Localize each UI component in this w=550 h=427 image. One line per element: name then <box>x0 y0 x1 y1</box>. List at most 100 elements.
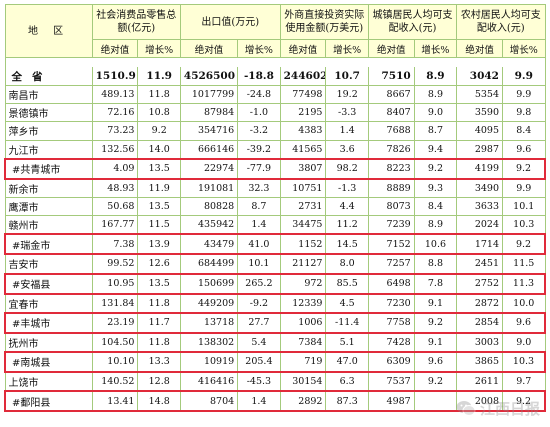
cell-value: 43479 <box>179 233 239 256</box>
cell-value: 449209 <box>179 292 239 314</box>
highlighted-table-row: #安福县 10.95 13.5 150699 265.2 972 85.5 6498 7.8 27… <box>3 272 546 295</box>
cell-value: 1714 <box>456 233 503 256</box>
cell-value: 11.3 <box>502 272 546 295</box>
table-row: 上饶市 140.52 12.8 416416 -45.3 30154 6.3 7537 9.2 2… <box>4 371 546 392</box>
cell-value: 4.4 <box>325 196 369 217</box>
cell-value: 684499 <box>179 253 239 275</box>
cell-value: 2872 <box>456 292 503 314</box>
cell-value: 9.6 <box>502 139 546 160</box>
cell-value: 205.4 <box>237 350 281 373</box>
cell-value: 9.2 <box>137 121 181 141</box>
cell-value: 11.2 <box>325 215 369 235</box>
region-name: #南城县 <box>3 350 93 373</box>
cell-value: 2752 <box>456 272 503 295</box>
cell-value: 87.3 <box>325 390 369 413</box>
cell-value: 50.68 <box>91 196 139 217</box>
cell-value: 11.5 <box>502 253 546 275</box>
cell-value: 7230 <box>367 292 415 314</box>
cell-value: 2892 <box>279 390 327 413</box>
table-row: 景德镇市 72.16 10.8 87984 -1.0 2195 -3.3 8407 9.0 359… <box>4 103 546 123</box>
cell-value: 47.0 <box>325 350 369 373</box>
group-header-retail: 社会消费品零售总额(亿元) <box>91 4 181 40</box>
cell-value: -18.8 <box>237 67 281 86</box>
cell-value: 14.0 <box>137 139 181 160</box>
cell-value: 9.1 <box>413 332 458 353</box>
spacer-row <box>4 57 546 67</box>
cell-value: 10919 <box>179 350 239 373</box>
cell-value: 13.5 <box>137 157 181 180</box>
cell-value: 489.13 <box>91 84 139 105</box>
cell-value: 11.8 <box>137 332 181 353</box>
cell-value: 8889 <box>367 178 415 198</box>
cell-value: 8.8 <box>413 253 458 275</box>
cell-value: 30154 <box>279 371 327 392</box>
table-row: 抚州市 104.50 11.8 138302 5.4 7384 5.1 7428 9.1 3003… <box>4 332 546 353</box>
group-header-urban-income: 城镇居民人均可支配收入(元) <box>367 4 458 40</box>
subheader-absolute: 绝对值 <box>91 39 139 58</box>
cell-value: 8.7 <box>413 121 458 141</box>
cell-value: 3042 <box>456 67 503 86</box>
cell-value: 9.9 <box>502 178 546 198</box>
cell-value: 2611 <box>456 371 503 392</box>
highlighted-table-row: #南城县 10.10 13.3 10919 205.4 719 47.0 6309 9.6 386… <box>3 350 546 373</box>
cell-value: 4.09 <box>91 157 139 180</box>
cell-value: 8704 <box>179 390 239 413</box>
cell-value: 13.41 <box>91 390 139 413</box>
cell-value: 9.7 <box>502 371 546 392</box>
cell-value: 3003 <box>456 332 503 353</box>
cell-value: 2451 <box>456 253 503 275</box>
region-name: #丰城市 <box>3 311 93 334</box>
cell-value: 244602 <box>279 67 327 86</box>
cell-value: 85.5 <box>325 272 369 295</box>
cell-value: 2008 <box>456 390 503 413</box>
cell-value: 2854 <box>456 311 503 334</box>
cell-value: 10.0 <box>502 292 546 314</box>
cell-value: 4526500 <box>179 67 239 86</box>
cell-value: -45.3 <box>237 371 281 392</box>
cell-value: 167.77 <box>91 215 139 235</box>
cell-value: 435942 <box>179 215 239 235</box>
cell-value: -39.2 <box>237 139 281 160</box>
cell-value: 41565 <box>279 139 327 160</box>
cell-value: -77.9 <box>237 157 281 180</box>
cell-value: 7826 <box>367 139 415 160</box>
cell-value: 9.2 <box>413 371 458 392</box>
cell-value: 9.8 <box>502 103 546 123</box>
subheader-absolute: 绝对值 <box>179 39 239 58</box>
cell-value: 8.9 <box>413 84 458 105</box>
table-body: 全省 1510.9 11.9 4526500 -18.8 244602 10.7… <box>3 57 546 413</box>
highlighted-table-row: #丰城市 23.19 11.7 13718 27.7 1006 -11.4 7758 9.2 28… <box>3 311 546 334</box>
table-row: 南昌市 489.13 11.8 1017799 -24.8 77498 19.2 8667 8.… <box>4 84 546 105</box>
region-name: 宜春市 <box>4 292 93 314</box>
cell-value: 9.2 <box>413 311 458 334</box>
cell-value: -1.3 <box>325 178 369 198</box>
cell-value: 13.5 <box>137 196 181 217</box>
region-name: #共青城市 <box>3 157 93 180</box>
cell-value: 666146 <box>179 139 239 160</box>
cell-value: 8.0 <box>325 253 369 275</box>
area-header: 地 区 <box>4 4 93 58</box>
cell-value: 1006 <box>279 311 327 334</box>
cell-value: 22974 <box>179 157 239 180</box>
cell-value: 1152 <box>279 233 327 256</box>
cell-value: 13718 <box>179 311 239 334</box>
cell-value: 77498 <box>279 84 327 105</box>
cell-value: 9.2 <box>502 233 546 256</box>
subheader-absolute: 绝对值 <box>279 39 327 58</box>
cell-value: 9.4 <box>413 139 458 160</box>
subheader-growth: 增长% <box>137 39 181 58</box>
cell-value: 7688 <box>367 121 415 141</box>
table-row: 萍乡市 73.23 9.2 354716 -3.2 4383 1.4 7688 8.7 4095 8… <box>4 121 546 141</box>
cell-value: 416416 <box>179 371 239 392</box>
cell-value: 9.2 <box>413 157 458 180</box>
cell-value: 4.5 <box>325 292 369 314</box>
cell-value: 11.8 <box>137 292 181 314</box>
cell-value: 4095 <box>456 121 503 141</box>
cell-value: 48.93 <box>91 178 139 198</box>
cell-value: 9.0 <box>413 103 458 123</box>
cell-value: 4383 <box>279 121 327 141</box>
cell-value: 10.3 <box>502 350 546 373</box>
table-row: 新余市 48.93 11.9 191081 32.3 10751 -1.3 8889 9.3 34… <box>4 178 546 198</box>
cell-value: 9.2 <box>502 390 546 413</box>
